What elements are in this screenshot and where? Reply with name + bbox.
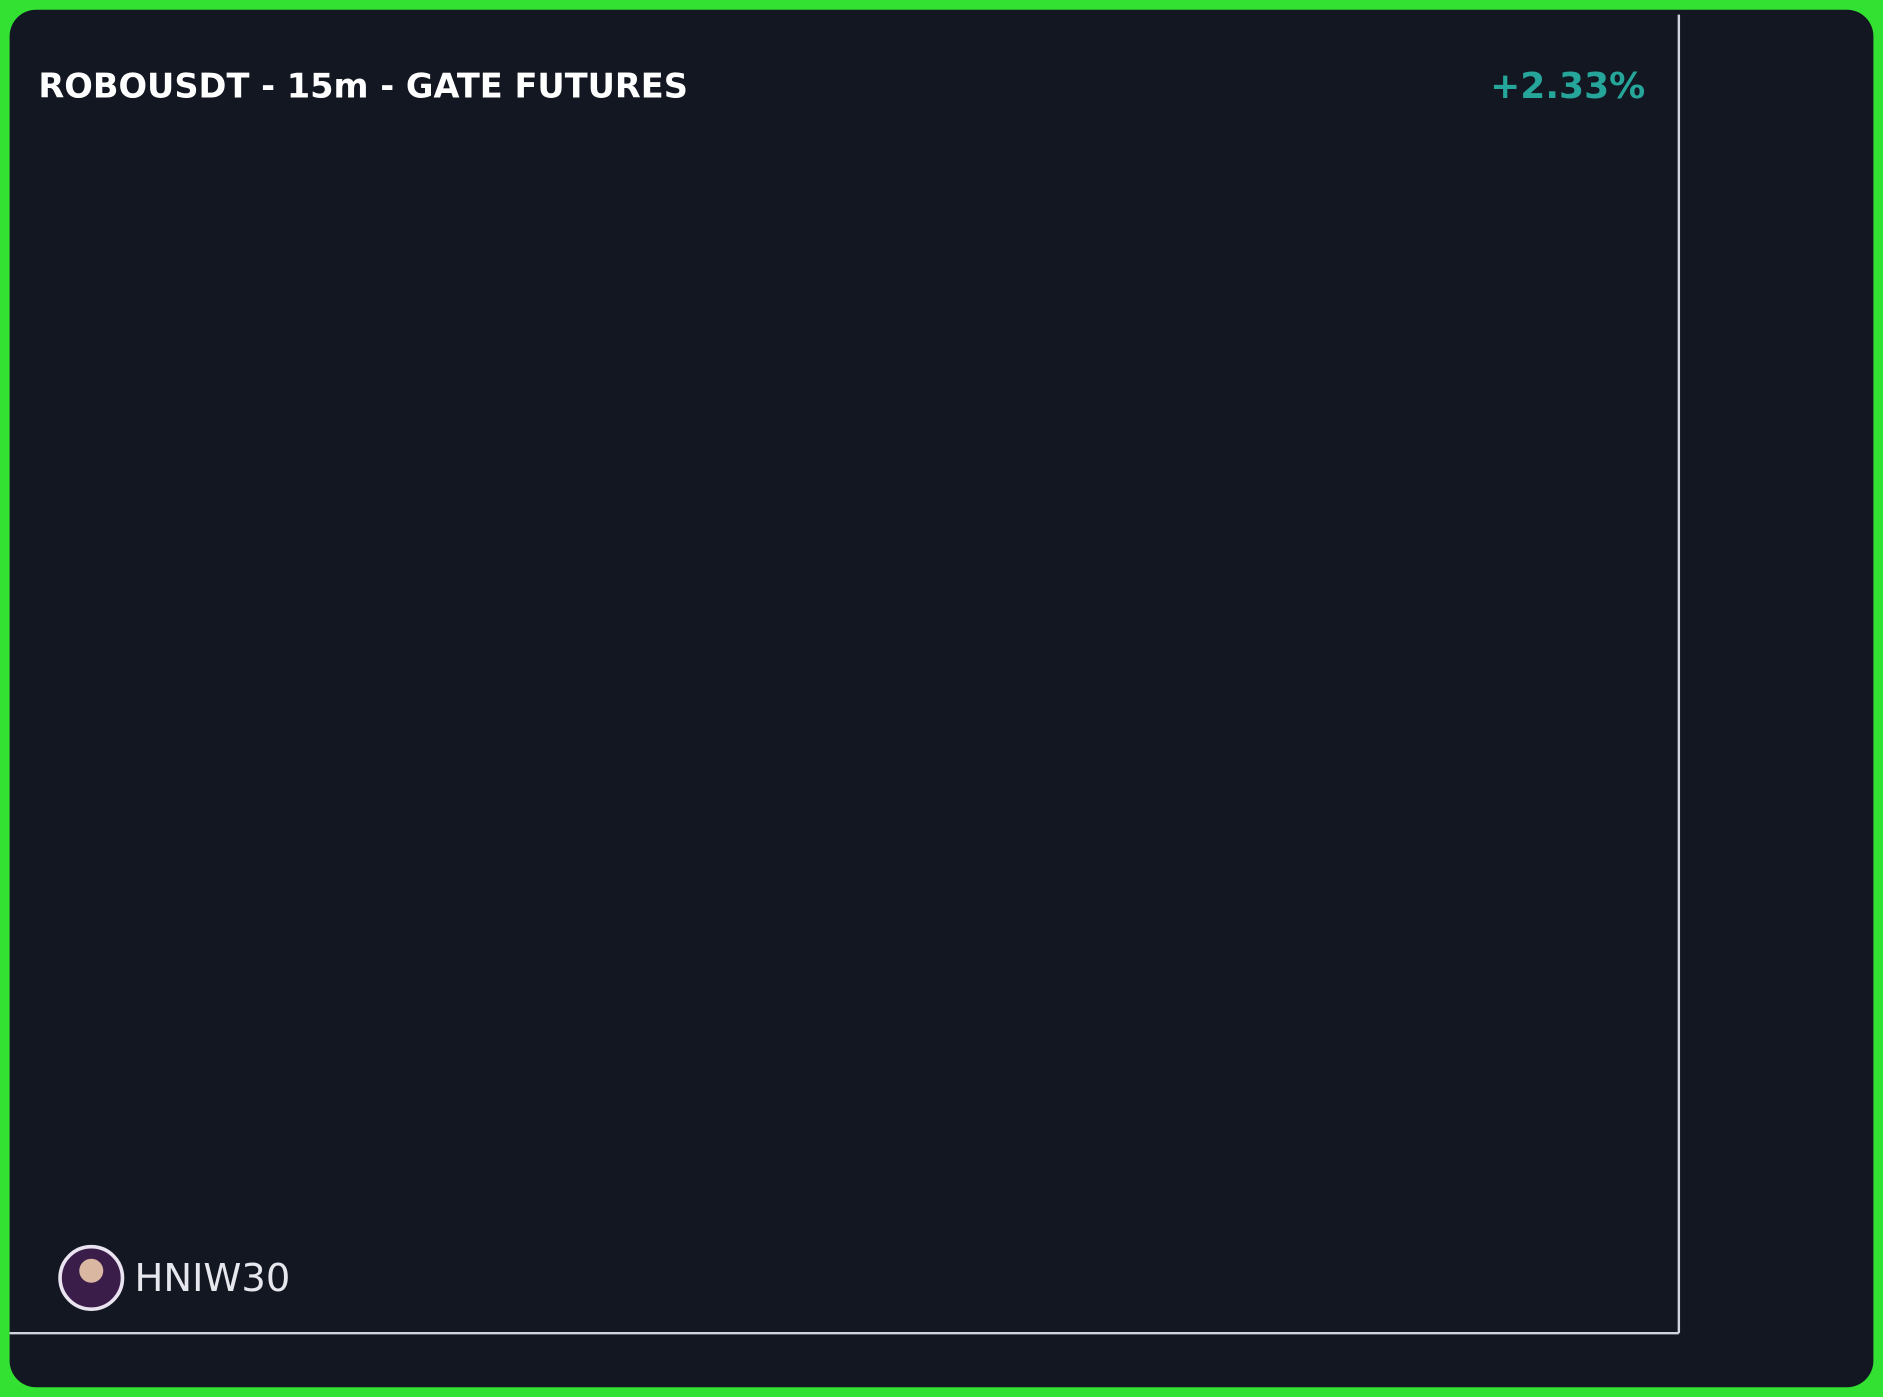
chart-background: [9, 9, 1874, 1388]
watermark: HNIW30: [58, 1244, 291, 1311]
pnl-label: +2.33%: [1490, 66, 1645, 107]
chart-title: ROBOUSDT - 15m - GATE FUTURES: [38, 66, 688, 105]
avatar-face: [79, 1258, 104, 1283]
watermark-text: HNIW30: [135, 1256, 291, 1301]
axes: [9, 14, 1681, 1335]
